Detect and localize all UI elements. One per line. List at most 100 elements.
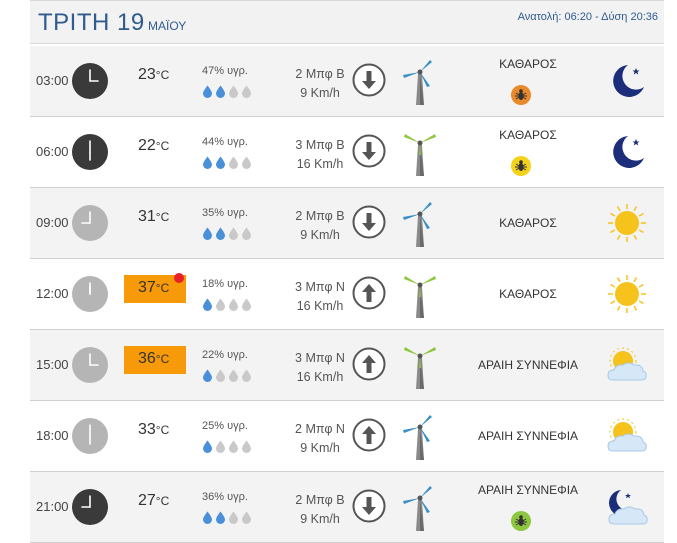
clock-icon <box>72 205 108 241</box>
humidity-drop-icon <box>241 369 252 382</box>
temperature-unit: °C <box>155 494 170 508</box>
hour-row: 03:00 23°C 47% υγρ. 2 Μπφ Β 9 Km/h ΚΑΘΑΡΟΣ <box>30 46 664 117</box>
wind-turbine-icon <box>400 129 440 177</box>
wind-speed: 9 Km/h <box>300 86 340 100</box>
condition-label: ΚΑΘΑΡΟΣ <box>499 128 557 142</box>
humidity-drop-icon <box>202 85 213 98</box>
day-title: ΤΡΙΤΗ 19 <box>38 9 145 36</box>
temperature: 36°C <box>124 346 186 374</box>
wind-force: 3 Μπφ Ν <box>295 280 345 294</box>
temperature-value: 31 <box>138 208 156 225</box>
sunrise-sunset: Ανατολή: 06:20 - Δύση 20:36 <box>517 11 658 23</box>
temperature: 31°C <box>124 204 186 232</box>
humidity-drop-icon <box>215 511 226 524</box>
humidity-drops <box>202 511 252 524</box>
wind-speed: 9 Km/h <box>300 228 340 242</box>
pollen-icon <box>510 155 532 177</box>
humidity-drops <box>202 369 252 382</box>
humidity: 35% υγρ. <box>202 207 248 219</box>
humidity-drop-icon <box>202 369 213 382</box>
hour-time: 18:00 <box>36 428 69 443</box>
humidity-drop-icon <box>228 298 239 311</box>
hour-time: 15:00 <box>36 357 69 372</box>
humidity: 36% υγρ. <box>202 491 248 503</box>
humidity-drop-icon <box>228 156 239 169</box>
wind-turbine-icon <box>400 200 440 248</box>
humidity-drop-icon <box>202 227 213 240</box>
humidity-drops <box>202 156 252 169</box>
clock-icon <box>72 418 108 454</box>
clock-icon <box>72 63 108 99</box>
humidity-drop-icon <box>202 156 213 169</box>
humidity: 25% υγρ. <box>202 420 248 432</box>
wind-speed: 16 Km/h <box>296 299 344 313</box>
forecast-panel: ΤΡΙΤΗ 19 ΜΑΪΟΥ Ανατολή: 06:20 - Δύση 20:… <box>30 0 664 543</box>
condition-label: ΑΡΑΙΗ ΣΥΝΝΕΦΙΑ <box>477 483 579 497</box>
humidity-drop-icon <box>241 511 252 524</box>
hour-row: 09:00 31°C 35% υγρ. 2 Μπφ Β 9 Km/h ΚΑΘΑΡΟΣ <box>30 188 664 259</box>
clock-icon <box>72 276 108 312</box>
humidity-drop-icon <box>202 298 213 311</box>
sun-cloud-icon <box>606 344 648 386</box>
temperature-unit: °C <box>155 352 170 366</box>
hour-time: 09:00 <box>36 215 69 230</box>
temperature-unit: °C <box>155 281 170 295</box>
humidity-drop-icon <box>215 440 226 453</box>
condition-label: ΑΡΑΙΗ ΣΥΝΝΕΦΙΑ <box>477 429 579 443</box>
humidity: 44% υγρ. <box>202 136 248 148</box>
wind-force: 3 Μπφ Β <box>295 138 345 152</box>
temperature-value: 27 <box>138 492 156 509</box>
humidity-drop-icon <box>202 511 213 524</box>
down-arrow-icon <box>352 134 386 168</box>
wind-force: 2 Μπφ Ν <box>295 422 345 436</box>
wind-turbine-icon <box>400 413 440 461</box>
humidity: 18% υγρ. <box>202 278 248 290</box>
humidity-drop-icon <box>228 369 239 382</box>
wind-info: 3 Μπφ Β 16 Km/h <box>270 136 370 174</box>
hour-time: 21:00 <box>36 499 69 514</box>
down-arrow-icon <box>352 63 386 97</box>
wind-info: 2 Μπφ Β 9 Km/h <box>270 491 370 529</box>
hour-row: 12:00 37°C 18% υγρ. 3 Μπφ Ν 16 Km/h ΚΑΘΑΡΟΣ <box>30 259 664 330</box>
sun-cloud-icon <box>606 415 648 457</box>
down-arrow-icon <box>352 205 386 239</box>
clock-icon <box>72 489 108 525</box>
wind-turbine-icon <box>400 58 440 106</box>
wind-speed: 9 Km/h <box>300 512 340 526</box>
up-arrow-icon <box>352 347 386 381</box>
wind-force: 3 Μπφ Ν <box>295 351 345 365</box>
hour-row: 06:00 22°C 44% υγρ. 3 Μπφ Β 16 Km/h ΚΑΘΑΡΟΣ <box>30 117 664 188</box>
temperature-unit: °C <box>155 68 170 82</box>
wind-info: 3 Μπφ Ν 16 Km/h <box>270 349 370 387</box>
pollen-icon <box>510 510 532 532</box>
wind-info: 2 Μπφ Ν 9 Km/h <box>270 420 370 458</box>
humidity: 22% υγρ. <box>202 349 248 361</box>
clock-icon <box>72 347 108 383</box>
up-arrow-icon <box>352 276 386 310</box>
wind-force: 2 Μπφ Β <box>295 67 345 81</box>
wind-speed: 16 Km/h <box>296 157 344 171</box>
wind-info: 2 Μπφ Β 9 Km/h <box>270 65 370 103</box>
hour-row: 15:00 36°C 22% υγρ. 3 Μπφ Ν 16 Km/h ΑΡΑΙΗ ΣΥΝ… <box>30 330 664 401</box>
temperature: 37°C <box>124 273 186 303</box>
wind-turbine-icon <box>400 271 440 319</box>
humidity-drop-icon <box>228 511 239 524</box>
clock-icon <box>72 134 108 170</box>
wind-force: 2 Μπφ Β <box>295 209 345 223</box>
humidity-drops <box>202 440 252 453</box>
temperature-value: 22 <box>138 137 156 154</box>
heat-warning-dot <box>174 273 184 283</box>
wind-turbine-icon <box>400 342 440 390</box>
condition-label: ΚΑΘΑΡΟΣ <box>499 216 557 230</box>
hour-row: 21:00 27°C 36% υγρ. 2 Μπφ Β 9 Km/h ΑΡΑΙΗ ΣΥΝΝ… <box>30 472 664 543</box>
wind-speed: 9 Km/h <box>300 441 340 455</box>
condition-label: ΚΑΘΑΡΟΣ <box>499 287 557 301</box>
humidity-drop-icon <box>241 440 252 453</box>
humidity-drop-icon <box>228 227 239 240</box>
hour-time: 06:00 <box>36 144 69 159</box>
humidity-drop-icon <box>241 85 252 98</box>
moon-icon <box>606 131 648 173</box>
humidity-drops <box>202 227 252 240</box>
temperature-unit: °C <box>155 139 170 153</box>
moon-cloud-icon <box>606 486 648 528</box>
